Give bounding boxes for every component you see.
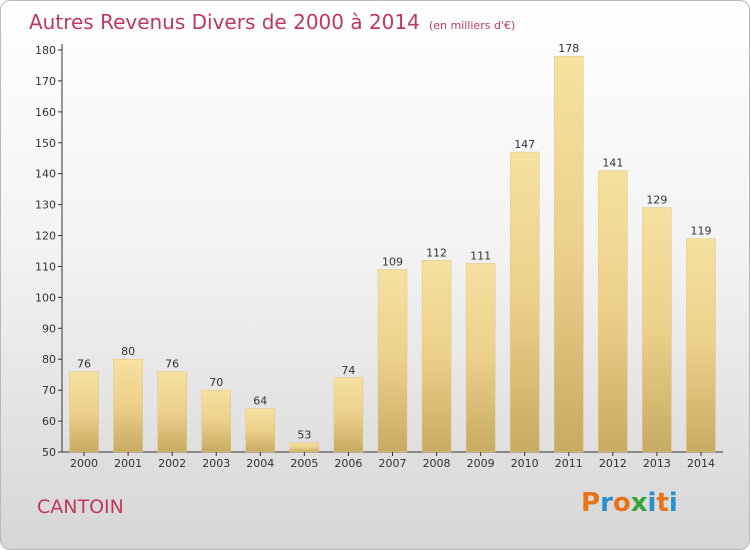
bar	[598, 170, 628, 453]
y-tick-label: 130	[35, 199, 56, 212]
y-tick-label: 60	[42, 415, 56, 428]
y-tick-label: 180	[35, 44, 56, 57]
data-label: 111	[470, 249, 491, 262]
data-label: 119	[690, 225, 711, 238]
x-tick-label: 2014	[687, 457, 715, 470]
x-tick-label: 2011	[555, 457, 583, 470]
bar	[157, 371, 187, 453]
x-tick-label: 2004	[246, 457, 274, 470]
bar	[554, 55, 584, 453]
data-label: 129	[646, 194, 667, 207]
x-tick-label: 2008	[423, 457, 451, 470]
logo-letter: P	[581, 488, 601, 518]
x-tick-label: 2000	[70, 457, 98, 470]
y-tick-label: 80	[42, 353, 56, 366]
data-label: 141	[602, 157, 623, 170]
chart-title: Autres Revenus Divers de 2000 à 2014 (en…	[29, 10, 515, 34]
x-tick-label: 2009	[467, 457, 495, 470]
bar	[377, 269, 408, 453]
bar	[509, 151, 540, 453]
data-label: 70	[209, 376, 223, 389]
y-tick-label: 50	[42, 446, 56, 459]
chart-title-text: Autres Revenus Divers de 2000 à 2014	[29, 10, 420, 34]
proxiti-logo: Proxiti	[581, 488, 678, 518]
commune-name: CANTOIN	[37, 496, 124, 518]
data-label: 178	[558, 42, 579, 55]
data-label: 74	[341, 364, 355, 377]
data-label: 109	[382, 256, 403, 269]
x-tick-label: 2006	[334, 457, 362, 470]
logo-letter: o	[612, 488, 631, 518]
data-label: 80	[121, 345, 135, 358]
y-tick-label: 100	[35, 291, 56, 304]
x-tick-label: 2010	[511, 457, 539, 470]
bar	[245, 408, 276, 453]
x-tick-label: 2012	[599, 457, 627, 470]
bar	[201, 389, 231, 453]
logo-letter: i	[647, 488, 657, 518]
logo-letter: x	[630, 488, 648, 518]
logo-letter: i	[668, 488, 678, 518]
y-tick-label: 70	[42, 384, 56, 397]
data-label: 64	[253, 395, 267, 408]
x-tick-label: 2001	[114, 457, 142, 470]
x-tick-label: 2002	[158, 457, 186, 470]
bar	[686, 238, 716, 453]
bar	[421, 260, 452, 453]
y-tick-label: 120	[35, 230, 56, 243]
y-tick-label: 110	[35, 260, 56, 273]
bar	[642, 207, 672, 453]
data-label: 147	[514, 138, 535, 151]
y-tick-label: 90	[42, 322, 56, 335]
data-label: 53	[297, 429, 311, 442]
x-tick-label: 2003	[202, 457, 230, 470]
bar	[465, 263, 496, 453]
data-label: 112	[426, 246, 447, 259]
logo-letter: t	[656, 488, 669, 518]
data-label: 76	[77, 358, 91, 371]
data-label: 76	[165, 358, 179, 371]
y-tick-label: 170	[35, 75, 56, 88]
bar	[69, 371, 99, 453]
y-tick-label: 150	[35, 137, 56, 150]
bar	[289, 442, 320, 453]
bar	[113, 358, 143, 453]
chart-unit: (en milliers d'€)	[428, 19, 516, 32]
y-tick-label: 160	[35, 106, 56, 119]
x-tick-label: 2013	[643, 457, 671, 470]
x-tick-label: 2007	[379, 457, 407, 470]
x-tick-label: 2005	[290, 457, 318, 470]
logo-letter: r	[600, 488, 613, 518]
bar	[333, 377, 364, 453]
y-tick-label: 140	[35, 168, 56, 181]
